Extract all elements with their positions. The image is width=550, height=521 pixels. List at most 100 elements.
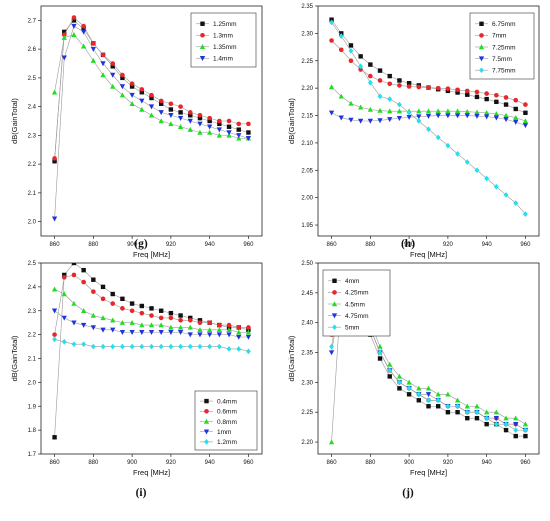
y-tick-label: 1.9 bbox=[28, 404, 37, 410]
data-point bbox=[348, 48, 354, 54]
data-point bbox=[61, 32, 67, 38]
x-tick-label: 900 bbox=[404, 460, 415, 466]
data-point bbox=[51, 89, 58, 95]
y-tick-label: 2.4 bbox=[28, 105, 37, 111]
data-point bbox=[513, 427, 519, 433]
legend-entry: 1.35mm bbox=[213, 44, 236, 51]
data-point bbox=[348, 100, 354, 106]
data-point bbox=[416, 385, 422, 391]
data-point bbox=[216, 132, 222, 138]
data-point bbox=[503, 427, 509, 433]
data-point bbox=[523, 211, 528, 217]
data-point bbox=[503, 112, 509, 118]
data-point bbox=[426, 126, 431, 133]
data-point bbox=[217, 118, 222, 124]
data-point bbox=[474, 113, 480, 119]
y-axis-label: dB(GainTotal) bbox=[10, 98, 19, 144]
data-point bbox=[100, 315, 106, 321]
data-point bbox=[377, 93, 383, 100]
data-point bbox=[158, 98, 164, 104]
legend-marker bbox=[332, 278, 337, 283]
data-point bbox=[484, 175, 490, 182]
data-point bbox=[406, 392, 412, 397]
data-point bbox=[139, 87, 145, 92]
data-point bbox=[367, 118, 373, 124]
x-tick-label: 920 bbox=[443, 242, 454, 248]
legend-entry: 4.25mm bbox=[345, 290, 368, 297]
data-point bbox=[149, 343, 154, 350]
data-point bbox=[139, 90, 145, 95]
legend-marker bbox=[479, 33, 484, 38]
data-point bbox=[328, 439, 335, 445]
data-point bbox=[416, 108, 422, 114]
legend-marker bbox=[331, 301, 338, 307]
data-point bbox=[513, 421, 519, 427]
data-point bbox=[367, 106, 373, 112]
data-point bbox=[61, 291, 67, 297]
data-point bbox=[484, 421, 489, 427]
data-point bbox=[522, 123, 529, 129]
legend-marker bbox=[199, 44, 206, 49]
data-point bbox=[464, 159, 470, 165]
data-point bbox=[406, 109, 412, 116]
data-point bbox=[387, 367, 393, 374]
plot-frame bbox=[40, 5, 263, 237]
data-point bbox=[435, 108, 441, 114]
data-point bbox=[216, 332, 222, 338]
x-tick-label: 900 bbox=[127, 242, 138, 248]
legend-entry: 5mm bbox=[345, 325, 359, 332]
legend-entry: 4.5mm bbox=[345, 301, 365, 308]
legend-entry: 4.75mm bbox=[345, 313, 368, 320]
y-tick-label: 2.25 bbox=[301, 410, 313, 416]
y-tick-label: 1.7 bbox=[28, 452, 37, 458]
data-point bbox=[426, 397, 431, 404]
x-tick-label: 860 bbox=[327, 242, 338, 248]
data-point bbox=[236, 329, 242, 335]
data-point bbox=[62, 29, 67, 35]
data-point bbox=[158, 322, 164, 328]
data-point bbox=[387, 117, 393, 123]
data-point bbox=[245, 136, 252, 141]
data-point bbox=[236, 346, 242, 352]
x-tick-label: 900 bbox=[127, 460, 138, 466]
data-point bbox=[435, 391, 441, 397]
x-tick-label: 860 bbox=[327, 460, 338, 466]
data-point bbox=[197, 343, 203, 350]
data-point bbox=[120, 75, 125, 81]
data-point bbox=[51, 308, 58, 314]
data-point bbox=[52, 435, 57, 440]
data-point bbox=[236, 127, 241, 132]
legend-marker bbox=[478, 44, 485, 50]
legend-entry: 7.5mm bbox=[492, 56, 512, 63]
data-point bbox=[158, 308, 164, 313]
data-point bbox=[119, 319, 126, 325]
data-point bbox=[158, 330, 164, 335]
data-point bbox=[435, 397, 441, 404]
x-tick-label: 960 bbox=[243, 242, 254, 248]
data-point bbox=[522, 118, 529, 124]
data-point bbox=[197, 320, 203, 325]
data-point bbox=[139, 303, 145, 309]
legend-entry: 1.2mm bbox=[217, 439, 237, 446]
data-point bbox=[81, 308, 87, 313]
data-point bbox=[464, 113, 470, 119]
data-point bbox=[168, 330, 174, 335]
data-point bbox=[425, 108, 432, 114]
data-point bbox=[226, 124, 232, 129]
data-point bbox=[513, 114, 519, 120]
data-point bbox=[90, 57, 96, 63]
legend-entry: 4mm bbox=[345, 278, 359, 285]
data-point bbox=[454, 108, 461, 114]
data-point bbox=[139, 322, 145, 328]
data-point bbox=[377, 118, 383, 124]
x-tick-label: 880 bbox=[365, 242, 376, 248]
data-point bbox=[129, 84, 135, 89]
data-point bbox=[120, 306, 125, 311]
data-point bbox=[397, 78, 402, 83]
data-point bbox=[71, 32, 77, 37]
data-point bbox=[81, 43, 87, 49]
data-point bbox=[187, 118, 193, 124]
data-point bbox=[119, 84, 126, 90]
data-point bbox=[426, 404, 431, 409]
